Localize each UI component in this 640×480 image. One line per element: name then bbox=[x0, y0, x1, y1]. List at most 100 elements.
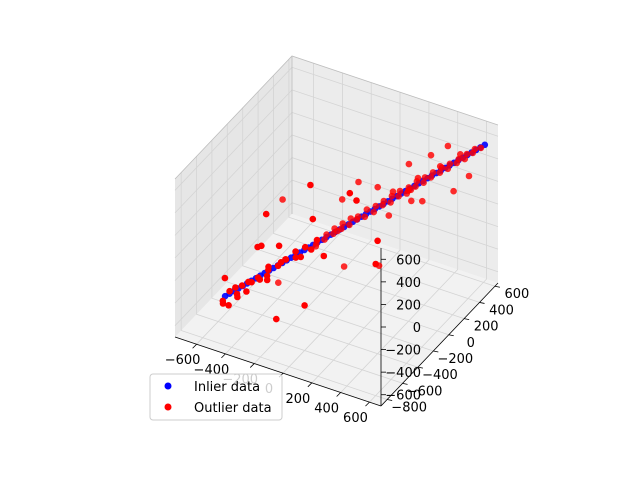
outlier-point bbox=[421, 174, 429, 181]
outlier-point bbox=[339, 220, 347, 227]
y-tick bbox=[464, 318, 470, 320]
z-tick-label: −600 bbox=[385, 389, 421, 404]
z-tick-label: 200 bbox=[396, 298, 421, 313]
y-tick bbox=[387, 399, 393, 401]
outlier-point bbox=[346, 221, 353, 229]
legend-marker-inlier bbox=[164, 382, 172, 390]
outlier-point bbox=[465, 172, 473, 180]
outlier-point bbox=[427, 151, 435, 159]
z-tick-label: −200 bbox=[385, 344, 421, 359]
outlier-point bbox=[374, 183, 382, 191]
legend-label-outlier: Outlier data bbox=[194, 401, 272, 416]
outlier-point bbox=[279, 196, 286, 203]
outlier-point bbox=[297, 253, 305, 261]
outlier-point bbox=[225, 302, 232, 309]
outlier-point bbox=[444, 165, 452, 173]
outlier-point bbox=[301, 302, 308, 309]
y-tick-label: 400 bbox=[489, 303, 514, 318]
z-tick-label: 0 bbox=[413, 321, 421, 336]
y-axis-line bbox=[380, 282, 499, 407]
outlier-point bbox=[414, 174, 422, 182]
outlier-point bbox=[444, 142, 452, 150]
outlier-point bbox=[320, 252, 328, 260]
outlier-point bbox=[355, 178, 362, 186]
legend-marker-outlier bbox=[164, 403, 172, 411]
y-tick bbox=[448, 334, 454, 337]
outlier-point bbox=[389, 188, 397, 195]
floor-pane bbox=[175, 214, 498, 406]
outlier-point bbox=[346, 189, 354, 197]
outlier-point bbox=[412, 183, 419, 190]
outlier-point bbox=[396, 187, 404, 195]
x-axis-line bbox=[174, 336, 382, 407]
y-tick bbox=[417, 366, 424, 369]
outlier-point bbox=[265, 266, 272, 274]
outlier-point bbox=[405, 160, 413, 168]
legend: Inlier data Outlier data bbox=[149, 373, 283, 421]
y-tick-label: 0 bbox=[467, 336, 475, 351]
outlier-point bbox=[395, 193, 402, 200]
outlier-point bbox=[436, 163, 444, 170]
outlier-point bbox=[301, 243, 309, 251]
grid-line-y bbox=[242, 107, 449, 336]
outlier-point bbox=[387, 199, 394, 206]
outlier-point bbox=[363, 206, 371, 213]
outlier-point bbox=[419, 197, 426, 205]
scatter-points bbox=[219, 141, 489, 323]
outlier-point bbox=[321, 236, 328, 243]
grid-line-y bbox=[226, 124, 434, 352]
outlier-point bbox=[292, 248, 299, 255]
outlier-point bbox=[370, 208, 378, 216]
axis-lines bbox=[174, 55, 499, 407]
outlier-point bbox=[323, 231, 330, 238]
outlier-point bbox=[353, 197, 360, 204]
outlier-point bbox=[307, 246, 315, 253]
outlier-point bbox=[385, 212, 393, 219]
outlier-point bbox=[313, 236, 321, 244]
outlier-point bbox=[309, 215, 317, 223]
y-tick bbox=[479, 302, 485, 304]
outlier-point bbox=[338, 196, 346, 203]
outlier-point bbox=[292, 254, 300, 261]
outlier-point bbox=[463, 150, 471, 158]
outlier-point bbox=[254, 243, 261, 251]
outlier-point bbox=[429, 169, 437, 176]
outlier-point bbox=[243, 288, 250, 295]
grid-line-y bbox=[273, 75, 480, 303]
outlier-point bbox=[219, 297, 227, 305]
outlier-point bbox=[245, 278, 252, 286]
grid-line-x bbox=[369, 121, 487, 403]
outlier-point bbox=[312, 243, 320, 250]
z-tick-label: −400 bbox=[385, 366, 421, 381]
y-tick-label: −800 bbox=[391, 401, 427, 416]
outlier-point bbox=[361, 213, 369, 221]
outlier-point bbox=[420, 179, 427, 186]
grid-line-y bbox=[288, 59, 496, 287]
outlier-point bbox=[347, 215, 355, 222]
outlier-point bbox=[372, 202, 380, 210]
outlier-point bbox=[282, 256, 290, 263]
grid-line-x bbox=[282, 92, 401, 374]
y-tick-label: −600 bbox=[407, 384, 443, 399]
outlier-point bbox=[446, 160, 454, 168]
outlier-point bbox=[232, 284, 239, 291]
x-tick bbox=[307, 382, 313, 388]
x-tick bbox=[249, 363, 255, 368]
outlier-point bbox=[450, 187, 457, 195]
outlier-point bbox=[307, 181, 314, 189]
outlier-point bbox=[226, 287, 233, 295]
outlier-point bbox=[408, 197, 415, 205]
x-tick bbox=[365, 401, 370, 407]
x-tick-label: −600 bbox=[165, 353, 201, 368]
axes-panes bbox=[175, 56, 498, 406]
x-tick bbox=[336, 392, 341, 397]
x-tick bbox=[192, 343, 197, 349]
outlier-point bbox=[275, 279, 282, 287]
outlier-point bbox=[436, 169, 444, 176]
y-tick-label: 200 bbox=[474, 320, 499, 335]
y-tick-label: 600 bbox=[505, 287, 530, 302]
outlier-point bbox=[380, 197, 388, 205]
x-tick-label: 200 bbox=[285, 392, 310, 407]
outlier-point bbox=[471, 145, 479, 153]
